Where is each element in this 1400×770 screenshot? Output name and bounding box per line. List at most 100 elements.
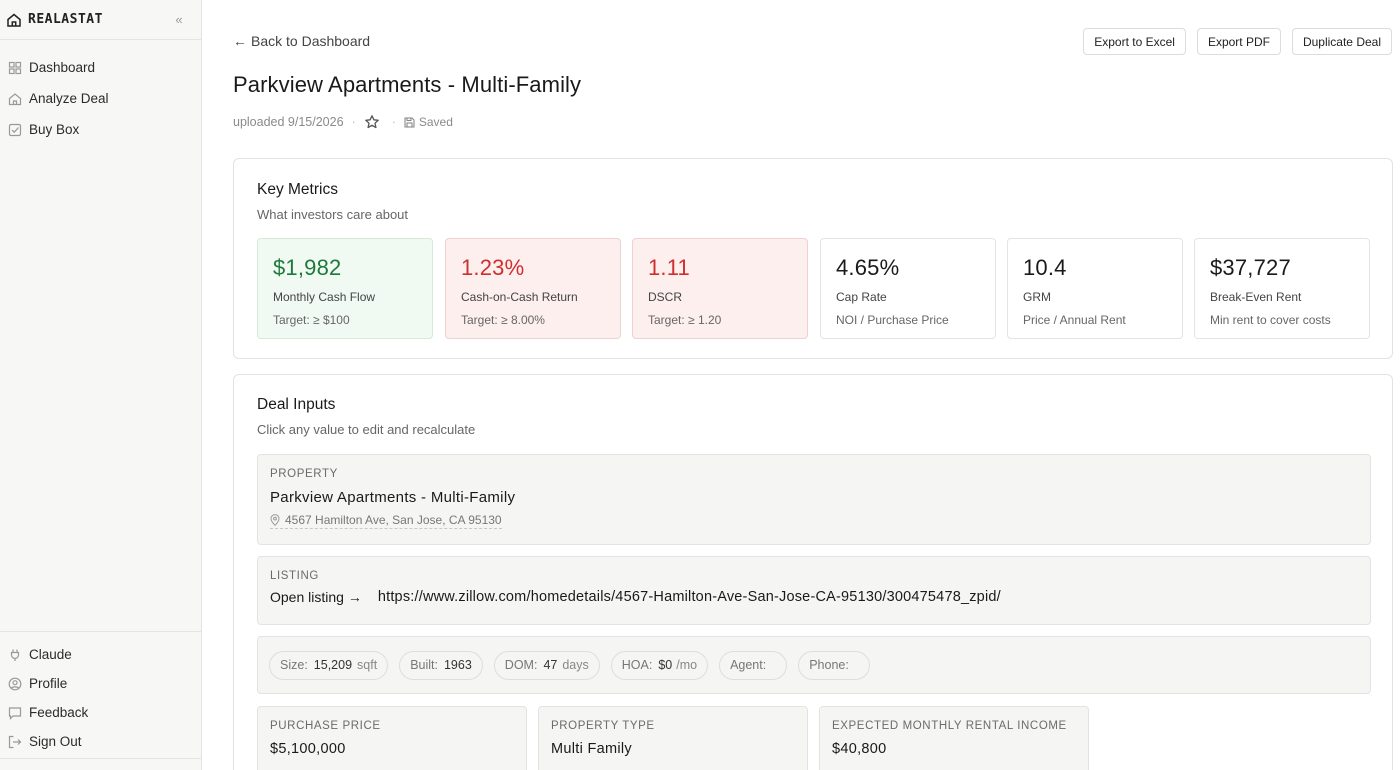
field-label: PURCHASE PRICE: [270, 720, 381, 732]
property-details-panel: Size: 15,209 sqft Built: 1963 DOM: 47 da…: [257, 636, 1371, 694]
metric-label: Cap Rate: [836, 290, 887, 304]
sidebar-item-sign-out[interactable]: Sign Out: [0, 727, 201, 756]
metric-note: Min rent to cover costs: [1210, 313, 1331, 327]
chip-value: $0: [658, 658, 673, 672]
chip-key: Built:: [410, 658, 438, 672]
sidebar-item-buy-box[interactable]: Buy Box: [0, 114, 201, 145]
sidebar-item-label: Claude: [29, 647, 72, 662]
sidebar-item-dashboard[interactable]: Dashboard: [0, 52, 201, 83]
address-text: 4567 Hamilton Ave, San Jose, CA 95130: [285, 513, 502, 527]
main-content: ← Back to Dashboard Export to Excel Expo…: [202, 0, 1400, 770]
brand: REALASTAT «: [0, 0, 201, 40]
metric-value: 4.65%: [836, 255, 900, 280]
sidebar-item-analyze-deal[interactable]: Analyze Deal: [0, 83, 201, 114]
chip-dom[interactable]: DOM: 47 days: [493, 650, 600, 680]
sidebar-item-label: Profile: [29, 676, 68, 691]
chip-size[interactable]: Size: 15,209 sqft: [269, 650, 389, 680]
listing-panel: LISTING Open listing → https://www.zillo…: [257, 556, 1371, 625]
key-metrics-title: Key Metrics: [257, 181, 338, 198]
uploaded-date: uploaded 9/15/2026: [233, 115, 344, 129]
metric-label: Cash-on-Cash Return: [461, 290, 578, 304]
metric-value: 1.11: [648, 255, 690, 280]
listing-section-label: LISTING: [270, 570, 319, 582]
sidebar-divider: [0, 758, 201, 759]
separator-dot: ·: [351, 115, 356, 129]
key-metrics-card: Key Metrics What investors care about $1…: [233, 158, 1393, 359]
back-to-dashboard-link[interactable]: ← Back to Dashboard: [233, 33, 370, 49]
property-name[interactable]: Parkview Apartments - Multi-Family: [270, 489, 516, 506]
collapse-sidebar-icon[interactable]: «: [175, 11, 183, 27]
listing-row: Open listing → https://www.zillow.com/ho…: [270, 589, 1358, 605]
chip-value: 15,209: [313, 658, 353, 672]
sidebar-item-label: Dashboard: [29, 60, 96, 75]
field-expected-rental-income[interactable]: EXPECTED MONTHLY RENTAL INCOME $40,800: [819, 706, 1089, 770]
home-logo-icon: [7, 13, 21, 27]
message-icon: [8, 706, 22, 720]
sidebar-item-label: Buy Box: [29, 122, 80, 137]
saved-status: Saved: [404, 115, 453, 129]
field-label: EXPECTED MONTHLY RENTAL INCOME: [832, 720, 1067, 732]
page-title: Parkview Apartments - Multi-Family: [233, 72, 582, 97]
metric-note: Price / Annual Rent: [1023, 313, 1126, 327]
sidebar-item-profile[interactable]: Profile: [0, 669, 201, 698]
chip-key: HOA:: [621, 658, 653, 672]
separator-dot: ·: [391, 115, 396, 129]
open-listing-link[interactable]: Open listing →: [270, 589, 362, 605]
export-excel-button[interactable]: Export to Excel: [1083, 28, 1186, 55]
field-value: $40,800: [832, 741, 887, 757]
chip-unit: sqft: [357, 658, 378, 672]
metric-grm: 10.4 GRM Price / Annual Rent: [1007, 238, 1183, 339]
field-value: Multi Family: [551, 741, 632, 757]
saved-label: Saved: [418, 115, 453, 129]
chip-value: 47: [543, 658, 558, 672]
chip-key: Agent:: [730, 658, 767, 672]
sidebar-item-claude[interactable]: Claude: [0, 640, 201, 669]
checkbox-icon: [8, 123, 22, 136]
metric-monthly-cash-flow: $1,982 Monthly Cash Flow Target: ≥ $100: [257, 238, 433, 339]
save-icon: [404, 116, 415, 128]
metric-break-even-rent: $37,727 Break-Even Rent Min rent to cove…: [1194, 238, 1370, 339]
deal-inputs-title: Deal Inputs: [257, 396, 336, 413]
listing-url[interactable]: https://www.zillow.com/homedetails/4567-…: [377, 589, 1001, 605]
property-address[interactable]: 4567 Hamilton Ave, San Jose, CA 95130: [270, 513, 502, 529]
metric-value: 10.4: [1023, 255, 1067, 280]
chip-unit: days: [562, 658, 589, 672]
arrow-left-icon: ←: [233, 33, 247, 49]
metric-value: $37,727: [1210, 255, 1291, 280]
deal-inputs-subtitle: Click any value to edit and recalculate: [257, 422, 476, 437]
chip-agent[interactable]: Agent:: [719, 650, 788, 680]
metric-cash-on-cash: 1.23% Cash-on-Cash Return Target: ≥ 8.00…: [445, 238, 621, 339]
chip-built[interactable]: Built: 1963: [399, 650, 483, 680]
chip-hoa[interactable]: HOA: $0 /mo: [610, 650, 709, 680]
star-icon[interactable]: [364, 114, 380, 130]
metric-label: GRM: [1023, 290, 1051, 304]
sidebar-item-label: Feedback: [29, 705, 89, 720]
property-panel: PROPERTY Parkview Apartments - Multi-Fam…: [257, 454, 1371, 545]
metric-note: Target: ≥ 8.00%: [461, 313, 545, 327]
metric-cap-rate: 4.65% Cap Rate NOI / Purchase Price: [820, 238, 996, 339]
deal-inputs-card: Deal Inputs Click any value to edit and …: [233, 374, 1393, 770]
grid-icon: [8, 61, 22, 74]
field-property-type[interactable]: PROPERTY TYPE Multi Family: [538, 706, 808, 770]
property-section-label: PROPERTY: [270, 468, 338, 480]
chip-phone[interactable]: Phone:: [798, 650, 870, 680]
field-purchase-price[interactable]: PURCHASE PRICE $5,100,000: [257, 706, 527, 770]
export-pdf-button[interactable]: Export PDF: [1196, 28, 1281, 55]
back-label: Back to Dashboard: [251, 33, 371, 49]
brand-name: REALASTAT: [28, 12, 103, 27]
plug-icon: [10, 649, 20, 661]
duplicate-deal-button[interactable]: Duplicate Deal: [1291, 28, 1392, 55]
sidebar: REALASTAT « Dashboard Analyze Deal Buy B…: [0, 0, 202, 770]
detail-chips: Size: 15,209 sqft Built: 1963 DOM: 47 da…: [258, 637, 1370, 693]
metric-note: Target: ≥ $100: [273, 313, 350, 327]
metric-note: Target: ≥ 1.20: [648, 313, 722, 327]
metric-label: DSCR: [648, 290, 683, 304]
metric-note: NOI / Purchase Price: [836, 313, 949, 327]
sidebar-item-feedback[interactable]: Feedback: [0, 698, 201, 727]
user-circle-icon: [8, 677, 22, 690]
header-actions: Export to Excel Export PDF Duplicate Dea…: [1083, 28, 1392, 55]
field-label: PROPERTY TYPE: [551, 720, 655, 732]
location-pin-icon: [270, 514, 280, 526]
field-value: $5,100,000: [270, 741, 346, 757]
chip-unit: /mo: [676, 658, 698, 672]
